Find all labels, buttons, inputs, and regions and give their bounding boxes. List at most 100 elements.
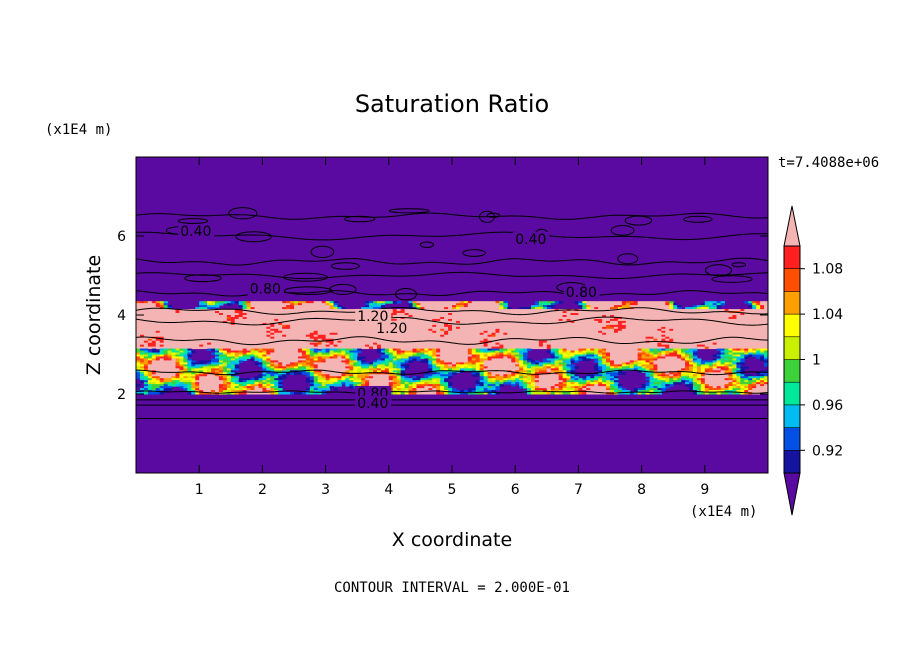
field-cell (211, 315, 216, 318)
field-cell (242, 326, 248, 330)
field-cell (222, 322, 228, 326)
field-cell (574, 344, 579, 348)
field-cell (159, 313, 165, 316)
field-cell (215, 342, 220, 346)
field-cell (226, 322, 232, 326)
field-cell (325, 322, 331, 326)
field-cell (471, 346, 477, 350)
field-cell (452, 324, 457, 328)
field-cell (203, 330, 208, 334)
field-cell (673, 352, 678, 355)
field-cell (234, 318, 240, 322)
field-cell (159, 340, 165, 344)
field-cell (436, 322, 441, 326)
field-cell (171, 340, 176, 344)
field-cell (317, 315, 323, 318)
field-cell (546, 334, 552, 338)
field-cell (199, 313, 204, 316)
field-cell (503, 360, 508, 363)
field-cell (187, 316, 192, 320)
field-cell (341, 356, 346, 359)
field-cell (159, 332, 165, 336)
field-cell (139, 336, 145, 340)
field-cell (471, 311, 477, 314)
field-cell (286, 346, 291, 350)
field-cell (408, 354, 413, 357)
field-cell (218, 324, 224, 328)
field-cell (195, 342, 200, 346)
field-cell (290, 309, 295, 312)
field-cell (440, 315, 445, 318)
field-cell (337, 352, 342, 355)
field-cell (653, 326, 658, 330)
field-cell (136, 332, 141, 336)
field-cell (578, 342, 583, 346)
field-cell (681, 340, 686, 344)
field-cell (527, 316, 532, 320)
field-cell (440, 318, 445, 322)
field-cell (519, 334, 524, 338)
field-cell (495, 316, 500, 320)
field-cell (262, 315, 267, 318)
field-cell (211, 330, 216, 334)
field-cell (527, 324, 532, 328)
field-cell (503, 354, 508, 357)
field-cell (495, 303, 500, 306)
field-cell (463, 360, 469, 363)
field-cell (337, 313, 342, 316)
field-cell (471, 328, 477, 332)
field-cell (677, 328, 682, 332)
field-cell (479, 342, 485, 346)
field-cell (677, 326, 682, 330)
field-cell (669, 303, 674, 306)
field-cell (613, 356, 619, 359)
field-cell (246, 336, 252, 340)
field-cell (562, 344, 568, 348)
field-cell (294, 311, 299, 314)
field-cell (203, 315, 208, 318)
field-cell (317, 326, 323, 330)
field-cell (602, 326, 607, 330)
field-cell (345, 315, 350, 318)
field-cell (720, 332, 726, 336)
field-cell (187, 324, 192, 328)
field-cell (712, 326, 718, 330)
field-cell (183, 328, 188, 332)
field-cell (756, 318, 761, 322)
field-cell (764, 309, 768, 312)
field-cell (341, 330, 346, 334)
field-cell (645, 322, 650, 326)
field-cell (448, 342, 453, 346)
field-cell (590, 348, 595, 352)
field-cell (428, 336, 433, 340)
field-cell (155, 362, 161, 365)
field-cell (380, 354, 386, 357)
field-cell (171, 358, 176, 361)
field-cell (606, 344, 611, 348)
field-cell (637, 356, 643, 359)
field-cell (151, 332, 157, 336)
field-cell (262, 303, 267, 306)
field-cell (448, 334, 453, 338)
field-cell (708, 342, 714, 346)
field-cell (712, 305, 718, 308)
field-cell (740, 342, 745, 346)
field-cell (610, 352, 615, 355)
field-cell (554, 326, 560, 330)
field-cell (736, 340, 741, 344)
field-cell (139, 303, 145, 306)
field-cell (625, 354, 631, 357)
field-cell (463, 315, 469, 318)
field-cell (408, 348, 413, 352)
field-cell (736, 362, 741, 365)
field-cell (452, 305, 457, 308)
field-cell (313, 340, 319, 344)
field-cell (329, 320, 334, 324)
field-cell (487, 342, 492, 346)
field-cell (503, 311, 508, 314)
field-cell (649, 330, 654, 334)
field-cell (515, 324, 520, 328)
field-cell (594, 322, 599, 326)
field-cell (199, 346, 204, 350)
field-cell (274, 336, 279, 340)
